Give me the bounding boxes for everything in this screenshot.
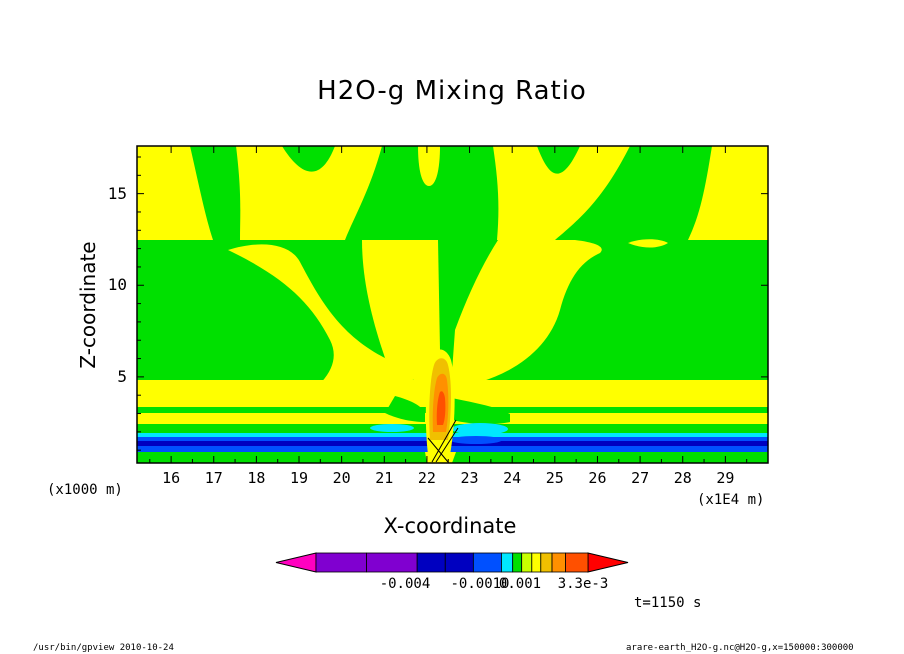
x-tick-label: 19 bbox=[289, 469, 309, 487]
contour-cyan-right bbox=[452, 423, 508, 435]
colorbar-arrow-left bbox=[275, 552, 317, 573]
contour-gap-center-right bbox=[452, 398, 510, 425]
x-unit-left: (x1000 m) bbox=[47, 482, 123, 498]
colorbar-label: -0.004 bbox=[379, 576, 431, 592]
contour-blue-right bbox=[450, 436, 502, 444]
contour-gap-center bbox=[385, 396, 425, 422]
x-tick-label: 25 bbox=[545, 469, 564, 487]
band-dark-blue bbox=[137, 441, 768, 446]
x-tick-label: 21 bbox=[375, 469, 394, 487]
y-tick-label: 5 bbox=[117, 366, 127, 386]
plot-frame bbox=[136, 145, 769, 464]
colorbar-label: -0.0010 bbox=[450, 576, 510, 592]
colorbar-segment bbox=[444, 552, 474, 573]
colorbar-label: 0.001 bbox=[498, 576, 542, 592]
contour-lines-center bbox=[427, 419, 459, 463]
colorbar-arrow-right bbox=[587, 552, 629, 573]
y-tick-label: 15 bbox=[107, 183, 127, 203]
y-tick-label: 10 bbox=[107, 275, 127, 295]
y-ticks bbox=[137, 156, 768, 451]
colorbar-segment bbox=[551, 552, 566, 573]
chart-title: H2O-g Mixing Ratio bbox=[317, 76, 587, 106]
x-tick-label: 26 bbox=[588, 469, 607, 487]
contour-region-small-right bbox=[628, 239, 668, 248]
x-tick-label: 28 bbox=[673, 469, 692, 487]
time-annotation: t=1150 s bbox=[634, 595, 702, 611]
contour-region-v-right bbox=[493, 146, 630, 240]
colorbar-segment bbox=[366, 552, 418, 573]
colorbar-segment bbox=[315, 552, 367, 573]
colorbar-segment bbox=[501, 552, 514, 573]
x-axis-label: X-coordinate bbox=[383, 514, 517, 538]
x-ticks bbox=[149, 146, 748, 463]
contour-region-top-center bbox=[418, 146, 440, 186]
contour-plume-core bbox=[436, 391, 446, 425]
colorbar-segment bbox=[416, 552, 446, 573]
colorbar-label: 3.3e-3 bbox=[557, 576, 609, 592]
footer-left: /usr/bin/gpview 2010-10-24 bbox=[33, 643, 174, 653]
contour-region-mid-right bbox=[450, 240, 602, 400]
x-tick-label: 29 bbox=[716, 469, 735, 487]
x-tick-label: 17 bbox=[204, 469, 223, 487]
x-tick-label: 22 bbox=[417, 469, 436, 487]
contour-cyan-left bbox=[370, 424, 414, 432]
colorbar-segment bbox=[472, 552, 502, 573]
colorbar-segment bbox=[512, 552, 523, 573]
contour-region-upper-right bbox=[688, 146, 768, 240]
x-tick-label: 24 bbox=[503, 469, 522, 487]
x-tick-label: 27 bbox=[631, 469, 650, 487]
colorbar-segment bbox=[521, 552, 533, 573]
contour-region-v-left bbox=[236, 146, 382, 240]
x-tick-label: 23 bbox=[460, 469, 479, 487]
colorbar-segment bbox=[540, 552, 553, 573]
x-tick-label: 18 bbox=[247, 469, 266, 487]
x-unit-right: (x1E4 m) bbox=[697, 492, 765, 508]
footer-right: arare-earth_H2O-g.nc@H2O-g,x=150000:3000… bbox=[626, 643, 854, 653]
contour-region-mid-left bbox=[228, 244, 420, 400]
x-tick-label: 16 bbox=[162, 469, 181, 487]
colorbar bbox=[275, 552, 629, 573]
colorbar-segment bbox=[531, 552, 542, 573]
contour-region-mid-center bbox=[362, 240, 440, 400]
x-tick-label: 20 bbox=[332, 469, 351, 487]
colorbar-segment bbox=[565, 552, 589, 573]
contour-region-upper-left bbox=[137, 146, 213, 240]
